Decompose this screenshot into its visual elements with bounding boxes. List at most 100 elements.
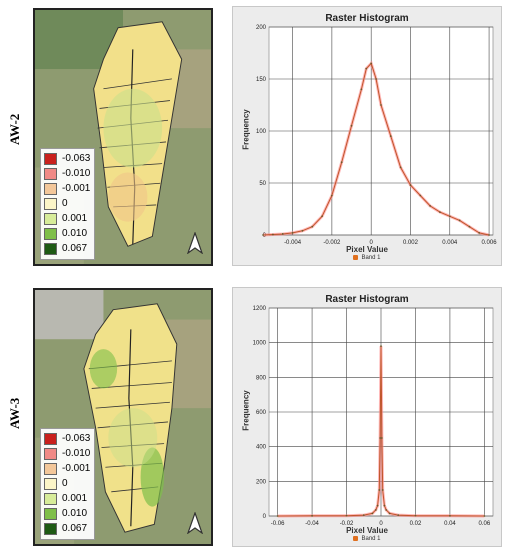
data-point [370,62,373,65]
legend-item: -0.010 [44,166,90,181]
data-point [301,229,304,232]
y-tick-label: 800 [256,375,267,381]
data-point [281,233,284,235]
legend-label: 0 [62,478,68,489]
map-legend: -0.063 -0.010 -0.001 0 0.001 0.010 0.067 [40,148,96,260]
data-point [311,514,313,517]
data-point [414,514,417,517]
x-axis-label: Pixel Value [346,245,388,254]
legend-item: 0 [44,476,90,491]
map-legend: -0.063 -0.010 -0.001 0 0.001 0.010 0.067 [40,428,96,540]
legend-item: -0.001 [44,181,90,196]
legend-label: 0.010 [62,228,88,239]
y-tick-label: 1000 [253,341,267,347]
y-tick-label: 100 [256,129,267,135]
chart-legend: Band 1 [233,255,501,261]
legend-label: -0.010 [62,168,91,179]
histogram-chart: -0.06 -0.04 -0.02 0 0.02 0.04 0.06 0 200 400 600 80… [253,306,494,527]
legend-label: -0.001 [62,183,91,194]
legend-label: 0.010 [62,508,88,519]
data-point [429,204,432,207]
legend-item: -0.001 [44,461,90,476]
data-point [374,509,377,511]
histogram-panel-aw2: Raster Histogram -0.004 -0.002 0 0.002 0.004… [232,6,502,266]
y-tick-label: 400 [256,445,267,451]
y-tick-label: 600 [256,410,267,416]
x-axis-label: Pixel Value [346,526,388,535]
x-tick-label: 0 [370,240,374,246]
x-tick-label: 0.004 [442,240,458,246]
legend-swatch [44,477,57,490]
legend-label: Band 1 [361,536,381,543]
data-point [399,166,402,169]
y-tick-label: 200 [256,479,267,485]
legend-item: 0.010 [44,226,90,241]
x-tick-label: 0.02 [410,521,422,527]
x-tick-label: -0.004 [284,240,302,246]
legend-label: 0.067 [62,243,88,254]
data-point [340,161,343,164]
data-point [449,514,451,517]
data-point [375,78,377,80]
north-arrow-icon [187,232,203,254]
x-tick-label: 0 [379,521,383,527]
north-arrow-icon [187,512,203,534]
data-point [389,135,392,138]
data-point [272,233,274,236]
data-point [350,124,353,127]
legend-marker [353,255,359,260]
data-point [360,88,363,91]
data-point [365,67,368,70]
legend-swatch [44,447,57,460]
legend-swatch [44,492,57,505]
data-point [385,509,388,511]
legend-label: -0.010 [62,448,91,459]
map-panel-aw2: -0.063 -0.010 -0.001 0 0.001 0.010 0.067 [33,8,213,266]
x-tick-label: -0.002 [323,240,341,246]
data-point [376,504,379,507]
series-line [263,62,490,236]
legend-label: -0.001 [62,463,91,474]
legend-swatch [44,432,57,445]
data-point [488,234,490,236]
data-point [380,437,383,439]
y-tick-label: 200 [256,25,267,31]
y-axis-label: Frequency [241,109,251,150]
x-tick-label: 0.04 [444,521,456,527]
legend-swatch [44,197,57,210]
data-point [276,515,279,517]
x-tick-label: -0.02 [340,521,354,527]
legend-item: 0.067 [44,241,90,256]
data-point [311,225,314,228]
data-point [345,514,348,517]
legend-swatch [44,212,57,225]
data-point [380,345,382,348]
legend-label: Band 1 [361,255,381,262]
data-point [439,211,441,214]
chart-title: Raster Histogram [325,294,409,305]
data-point [291,232,294,234]
y-tick-label: 150 [256,77,267,83]
y-tick-label: 0 [263,514,267,520]
data-point [448,215,451,218]
x-tick-label: 0.002 [403,240,419,246]
data-point [388,512,391,515]
x-tick-label: 0.006 [482,240,498,246]
legend-label: 0 [62,198,68,209]
legend-marker [353,536,359,541]
legend-label: 0.067 [62,523,88,534]
data-point [483,515,486,517]
data-point [371,512,374,515]
row-label-aw3: AW-3 [7,397,22,429]
legend-label: -0.063 [62,153,91,164]
x-tick-label: 0.06 [479,521,491,527]
legend-swatch [44,152,57,165]
legend-item: 0.067 [44,521,90,536]
legend-swatch [44,462,57,475]
data-point [362,514,365,517]
legend-item: -0.063 [44,151,90,166]
x-tick-label: -0.06 [271,521,285,527]
y-tick-label: 1200 [253,306,267,312]
map-panel-aw3: -0.063 -0.010 -0.001 0 0.001 0.010 0.067 [33,288,213,546]
